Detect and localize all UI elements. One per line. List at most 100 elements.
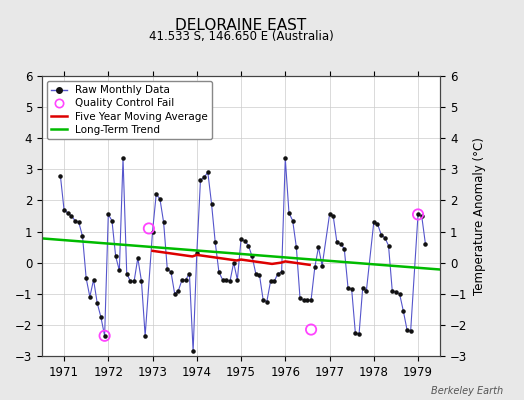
Point [119, 155, 127, 162]
Point [244, 242, 253, 249]
Point [167, 269, 175, 275]
Point [97, 314, 105, 320]
Point [418, 213, 426, 219]
Point [123, 270, 131, 277]
Point [71, 218, 79, 224]
Point [340, 246, 348, 252]
Point [115, 267, 124, 274]
Point [141, 332, 149, 339]
Point [193, 250, 201, 256]
Point [174, 288, 182, 294]
Point [170, 290, 179, 297]
Point [285, 210, 293, 216]
Point [137, 278, 146, 284]
Point [178, 276, 186, 283]
Point [159, 219, 168, 226]
Point [307, 326, 315, 333]
Text: 41.533 S, 146.650 E (Australia): 41.533 S, 146.650 E (Australia) [149, 30, 333, 43]
Point [403, 326, 411, 333]
Point [134, 255, 142, 261]
Point [396, 290, 404, 297]
Point [156, 196, 164, 202]
Point [226, 278, 234, 284]
Point [85, 294, 94, 300]
Point [255, 272, 264, 278]
Point [145, 225, 153, 232]
Point [208, 200, 216, 207]
Point [351, 330, 359, 336]
Point [277, 269, 286, 275]
Point [362, 288, 370, 294]
Point [241, 238, 249, 244]
Point [204, 169, 212, 176]
Point [384, 242, 392, 249]
Point [336, 241, 345, 247]
Point [104, 211, 113, 218]
Point [281, 155, 289, 162]
Point [333, 239, 341, 246]
Point [93, 300, 102, 306]
Point [325, 211, 334, 218]
Point [237, 236, 245, 242]
Point [311, 264, 319, 270]
Point [369, 219, 378, 226]
Point [380, 234, 389, 241]
Point [200, 174, 209, 180]
Point [303, 297, 312, 303]
Point [270, 278, 278, 284]
Point [230, 260, 238, 266]
Point [74, 219, 83, 226]
Point [296, 295, 304, 302]
Point [392, 289, 400, 296]
Point [60, 206, 68, 213]
Point [233, 276, 242, 283]
Point [211, 239, 220, 246]
Point [78, 233, 86, 240]
Point [215, 269, 223, 275]
Point [373, 220, 381, 227]
Point [300, 297, 308, 303]
Point [266, 278, 275, 284]
Point [289, 218, 297, 224]
Text: Berkeley Earth: Berkeley Earth [431, 386, 503, 396]
Point [90, 276, 98, 283]
Point [82, 275, 90, 282]
Point [414, 211, 422, 218]
Point [112, 253, 120, 260]
Point [130, 278, 138, 284]
Point [329, 213, 337, 219]
Point [407, 328, 415, 334]
Point [248, 253, 256, 260]
Point [219, 276, 227, 283]
Point [388, 288, 397, 294]
Point [263, 298, 271, 305]
Point [56, 172, 64, 179]
Point [344, 284, 352, 291]
Point [126, 278, 135, 284]
Point [355, 331, 363, 338]
Point [101, 332, 109, 339]
Y-axis label: Temperature Anomaly (°C): Temperature Anomaly (°C) [473, 137, 486, 295]
Point [196, 177, 205, 184]
Text: DELORAINE EAST: DELORAINE EAST [176, 18, 307, 33]
Point [307, 297, 315, 303]
Point [421, 241, 430, 247]
Point [181, 276, 190, 283]
Point [101, 332, 109, 339]
Point [314, 244, 323, 250]
Point [399, 308, 408, 314]
Point [148, 228, 157, 235]
Point [259, 297, 267, 303]
Point [414, 211, 422, 218]
Point [274, 270, 282, 277]
Point [185, 270, 193, 277]
Point [67, 213, 75, 219]
Point [189, 348, 198, 354]
Point [152, 191, 160, 198]
Point [347, 286, 356, 292]
Point [377, 232, 385, 238]
Point [358, 284, 367, 291]
Point [63, 210, 72, 216]
Point [318, 262, 326, 269]
Point [222, 276, 231, 283]
